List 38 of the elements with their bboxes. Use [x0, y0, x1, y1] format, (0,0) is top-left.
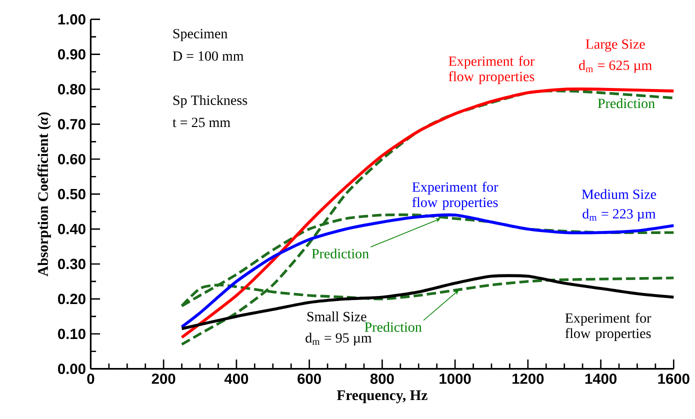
annotation: D = 100 mm [172, 51, 244, 61]
annotation: Sp Thickness [173, 95, 248, 108]
annotation: Large Size [586, 39, 645, 52]
x-tick-label: 1400 [585, 374, 616, 384]
y-tick-label: 0.30 [58, 258, 86, 270]
y-tick-label: 0.20 [58, 294, 86, 304]
annotation: Medium Size [582, 189, 656, 200]
x-tick-label: 400 [224, 374, 248, 384]
annotation: t = 25 mm [172, 118, 230, 128]
y-tick-label: 0.00 [58, 364, 86, 374]
y-tick-label: 0.40 [58, 224, 86, 234]
x-tick-label: 0 [87, 374, 94, 384]
y-tick-label: 0.70 [58, 119, 86, 130]
x-tick-label: 200 [152, 374, 176, 384]
y-tick-label: 0.50 [58, 188, 86, 200]
x-tick-label: 1000 [440, 374, 471, 384]
y-tick-label: 1.00 [58, 14, 86, 25]
x-axis-title: Frequency, Hz [336, 390, 428, 404]
y-tick-label: 0.80 [58, 84, 86, 94]
y-tick-label: 0.90 [58, 49, 86, 60]
annotation: Specimen [173, 29, 228, 42]
annotation: Experiment for flow properties [565, 312, 652, 342]
annotation: Prediction [598, 98, 655, 108]
x-tick-label: 1200 [512, 374, 544, 384]
annotation: Experiment for flow properties [448, 56, 535, 84]
annotation: Prediction [312, 248, 369, 259]
x-tick-label: 1600 [658, 374, 690, 384]
annotation: d$_{m}$ = 95 µm [306, 332, 372, 346]
x-tick-label: 600 [298, 374, 321, 384]
y-tick-label: 0.60 [58, 154, 86, 164]
annotation: Prediction [364, 322, 422, 332]
annotation: Small Size [307, 312, 366, 322]
annotation: Experiment for flow properties [412, 182, 498, 210]
x-tick-label: 800 [370, 374, 394, 384]
y-axis-title: Absorption Coefficient (α) [38, 112, 51, 276]
annotation: d$_{m}$ = 625 µm [579, 60, 652, 73]
y-tick-label: 0.10 [58, 328, 86, 340]
annotation: d$_{m}$ = 223 µm [582, 208, 656, 222]
